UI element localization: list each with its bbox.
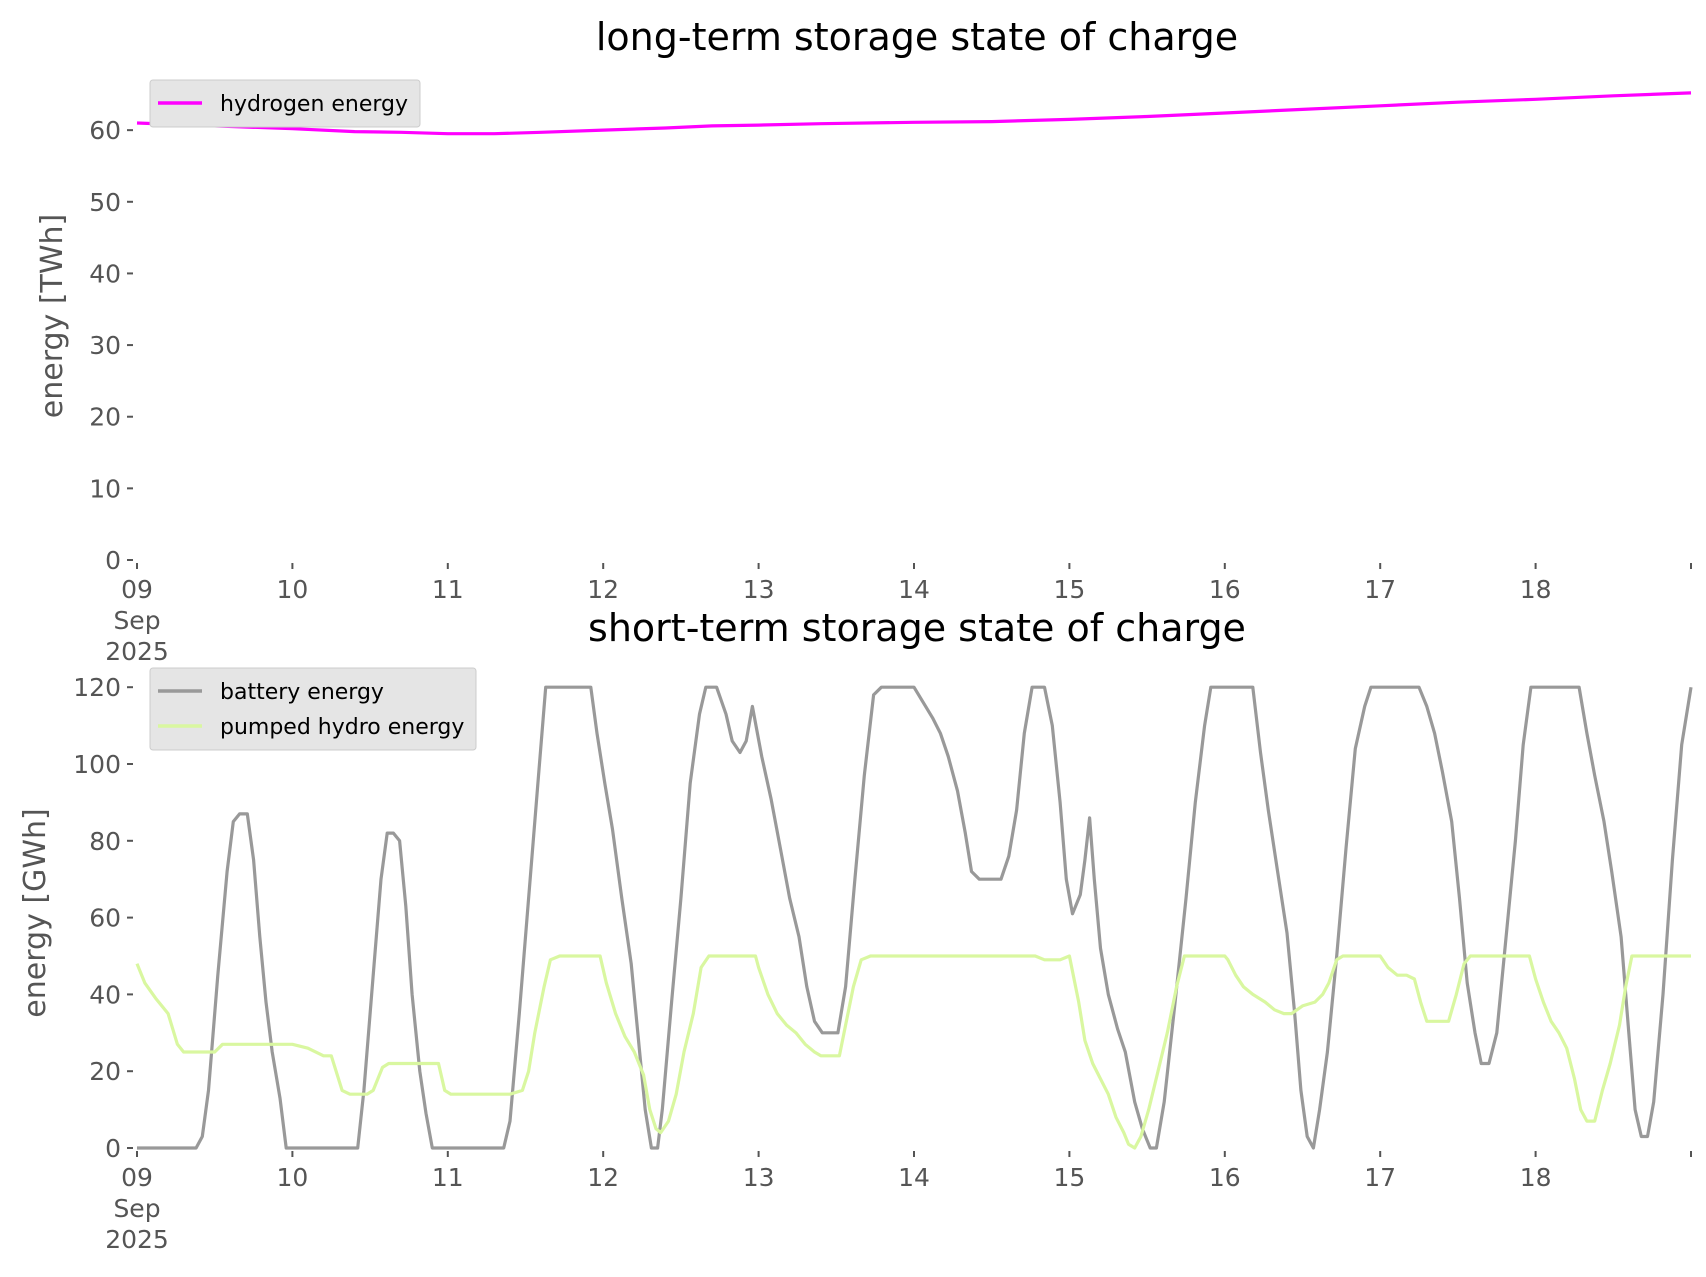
x-tick-label: 15 xyxy=(1053,575,1085,604)
y-tick-label: 100 xyxy=(73,750,121,779)
series-line xyxy=(135,954,1691,1150)
y-tick-label: 40 xyxy=(89,259,121,288)
legend-label: battery energy xyxy=(220,680,384,705)
x-tick-label: 13 xyxy=(743,1163,775,1192)
legend-box xyxy=(149,79,421,128)
y-tick-label: 40 xyxy=(89,980,121,1009)
x-tick-label: 14 xyxy=(898,1163,930,1192)
x-tick-label: 14 xyxy=(898,575,930,604)
long-term-storage-chart: long-term storage state of charge energy… xyxy=(35,15,1692,666)
x-tick-label: Sep xyxy=(113,606,160,635)
legend: battery energy pumped hydro energy xyxy=(149,667,477,751)
y-axis-label: energy [TWh] xyxy=(35,214,70,418)
x-tick-label: 15 xyxy=(1053,1163,1085,1192)
y-axis-label: energy [GWh] xyxy=(18,808,53,1017)
chart-title: long-term storage state of charge xyxy=(596,15,1238,59)
series-lines xyxy=(136,91,1692,136)
y-tick-label: 60 xyxy=(89,904,121,933)
legend-box xyxy=(149,667,477,751)
x-tick-label: 10 xyxy=(276,1163,308,1192)
y-tick-label: 0 xyxy=(105,1134,121,1163)
chart-title: short-term storage state of charge xyxy=(588,606,1246,650)
legend-label: pumped hydro energy xyxy=(220,715,464,740)
y-tick-label: 120 xyxy=(73,673,121,702)
legend-label: hydrogen energy xyxy=(220,92,408,117)
x-tick-label: 09 xyxy=(121,1163,153,1192)
series-line xyxy=(137,685,1693,1150)
y-tick-label: 60 xyxy=(89,116,121,145)
x-tick-label: 17 xyxy=(1364,1163,1396,1192)
y-tick-label: 0 xyxy=(105,546,121,575)
x-tick-label: 16 xyxy=(1209,575,1241,604)
y-tick-label: 30 xyxy=(89,331,121,360)
series-line xyxy=(136,91,1692,136)
x-tick-label: 16 xyxy=(1209,1163,1241,1192)
x-tick-label: 18 xyxy=(1520,1163,1552,1192)
y-tick-label: 20 xyxy=(89,403,121,432)
series-lines xyxy=(135,685,1693,1150)
y-tick-label: 80 xyxy=(89,827,121,856)
x-tick-label: 10 xyxy=(276,575,308,604)
legend: hydrogen energy xyxy=(149,79,421,128)
x-tick-label: 12 xyxy=(587,575,619,604)
x-tick-label: 12 xyxy=(587,1163,619,1192)
x-tick-label: 09 xyxy=(121,575,153,604)
y-tick-label: 10 xyxy=(89,474,121,503)
x-tick-label: Sep xyxy=(113,1194,160,1223)
x-tick-label: 18 xyxy=(1520,575,1552,604)
x-tick-label: 11 xyxy=(432,575,464,604)
y-tick-label: 20 xyxy=(89,1057,121,1086)
x-tick-label: 13 xyxy=(743,575,775,604)
x-tick-label: 11 xyxy=(432,1163,464,1192)
short-term-storage-chart: short-term storage state of charge energ… xyxy=(18,606,1693,1254)
x-tick-label: 2025 xyxy=(105,1225,169,1254)
x-tick-label: 17 xyxy=(1364,575,1396,604)
y-tick-label: 50 xyxy=(89,188,121,217)
x-tick-label: 2025 xyxy=(105,637,169,666)
